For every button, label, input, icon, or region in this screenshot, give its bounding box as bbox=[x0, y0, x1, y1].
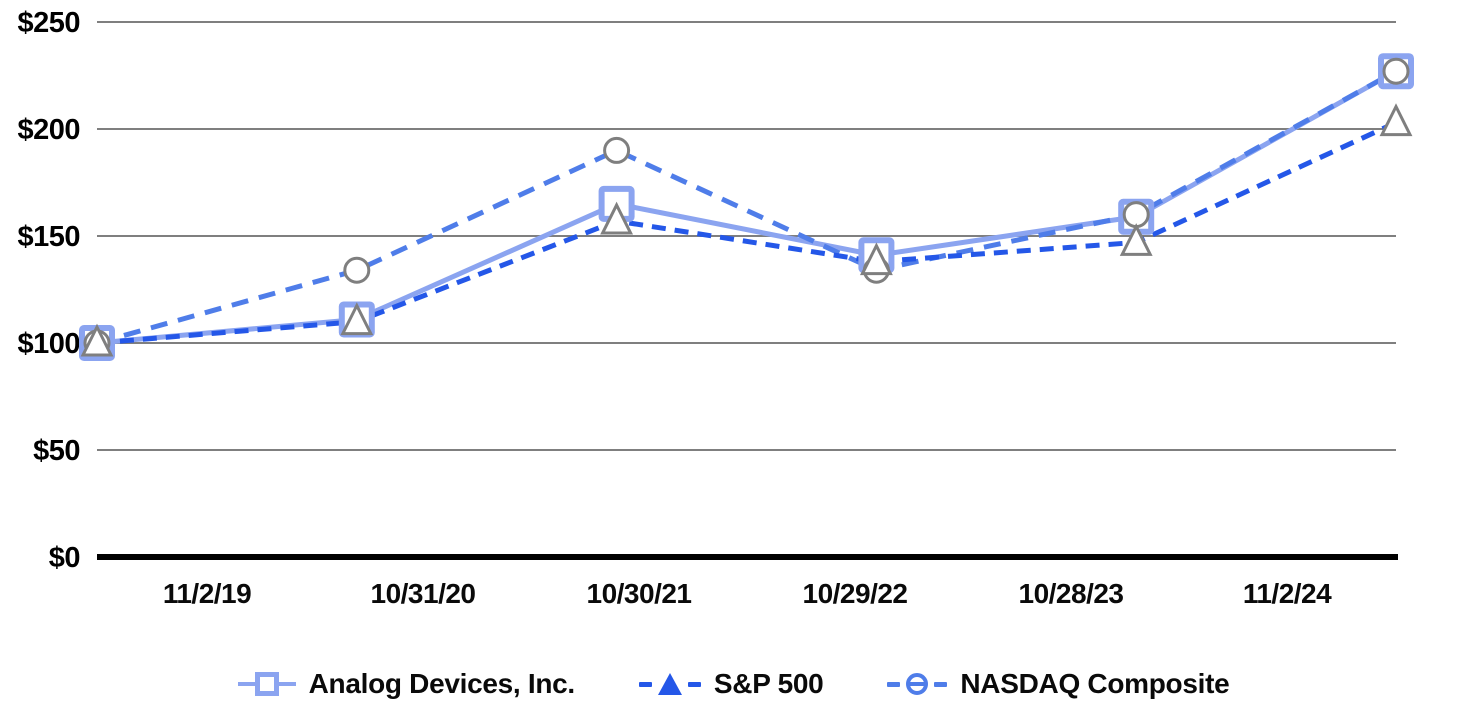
y-axis-tick-label: $250 bbox=[17, 7, 80, 39]
sp500-dash-icon bbox=[638, 681, 652, 687]
nasdaq-circle-dash-marker-icon bbox=[887, 673, 948, 695]
legend-label-nasdaq: NASDAQ Composite bbox=[960, 668, 1230, 699]
legend-item-analog-devices: Analog Devices, Inc. bbox=[237, 668, 576, 700]
marker-circle-nasdaq bbox=[343, 256, 371, 284]
legend-item-sp500: S&P 500 bbox=[638, 668, 824, 700]
series-line-analog-devices-inc- bbox=[96, 69, 1398, 346]
x-axis-tick-label: 11/2/19 bbox=[163, 578, 251, 609]
marker-circle-nasdaq bbox=[1122, 201, 1150, 229]
marker-triangle-sp500 bbox=[600, 201, 634, 235]
y-axis-tick-label: $0 bbox=[49, 542, 80, 574]
legend-label-analog-devices: Analog Devices, Inc. bbox=[308, 668, 576, 699]
marker-circle-nasdaq bbox=[603, 136, 631, 164]
sp500-dash-icon bbox=[687, 681, 701, 687]
sp500-triangle-icon bbox=[657, 673, 682, 695]
series-line-nasdaq-composite bbox=[96, 69, 1398, 346]
y-axis-tick-label: $150 bbox=[17, 221, 80, 253]
sp500-triangle-dash-marker-icon bbox=[638, 673, 701, 695]
marker-triangle-sp500 bbox=[859, 242, 893, 276]
nasdaq-dash-icon bbox=[934, 681, 948, 687]
x-axis-tick-label: 10/31/20 bbox=[371, 578, 476, 609]
marker-triangle-sp500 bbox=[1379, 103, 1413, 137]
adi-square-line-marker-icon bbox=[237, 669, 296, 699]
x-axis-tick-label: 10/28/23 bbox=[1019, 578, 1124, 609]
marker-triangle-sp500 bbox=[340, 302, 374, 336]
nasdaq-dash-icon bbox=[887, 681, 901, 687]
marker-circle-nasdaq bbox=[1382, 57, 1410, 85]
legend-item-nasdaq: NASDAQ Composite bbox=[887, 668, 1230, 700]
marker-triangle-sp500 bbox=[1119, 223, 1153, 256]
nasdaq-circle-icon bbox=[906, 673, 929, 695]
y-axis-tick-label: $200 bbox=[17, 114, 80, 146]
x-axis-tick-label: 10/29/22 bbox=[803, 578, 908, 609]
y-axis-tick-label: $50 bbox=[33, 435, 80, 467]
series-line-s-p-500 bbox=[96, 120, 1398, 346]
marker-triangle-sp500 bbox=[80, 323, 114, 357]
y-axis-tick-label: $100 bbox=[17, 328, 80, 360]
chart-legend: Analog Devices, Inc. S&P 500 NASDAQ Comp… bbox=[0, 658, 1467, 710]
x-axis-tick-label: 11/2/24 bbox=[1243, 578, 1332, 609]
adi-square-icon bbox=[254, 672, 279, 696]
chart-plot-area: $0 $50 $100 $150 $200 $250 11/2/19 10/31/20 10/3… bbox=[17, 7, 1414, 609]
x-axis-tick-label: 10/30/21 bbox=[587, 578, 692, 609]
legend-label-sp500: S&P 500 bbox=[713, 668, 824, 699]
